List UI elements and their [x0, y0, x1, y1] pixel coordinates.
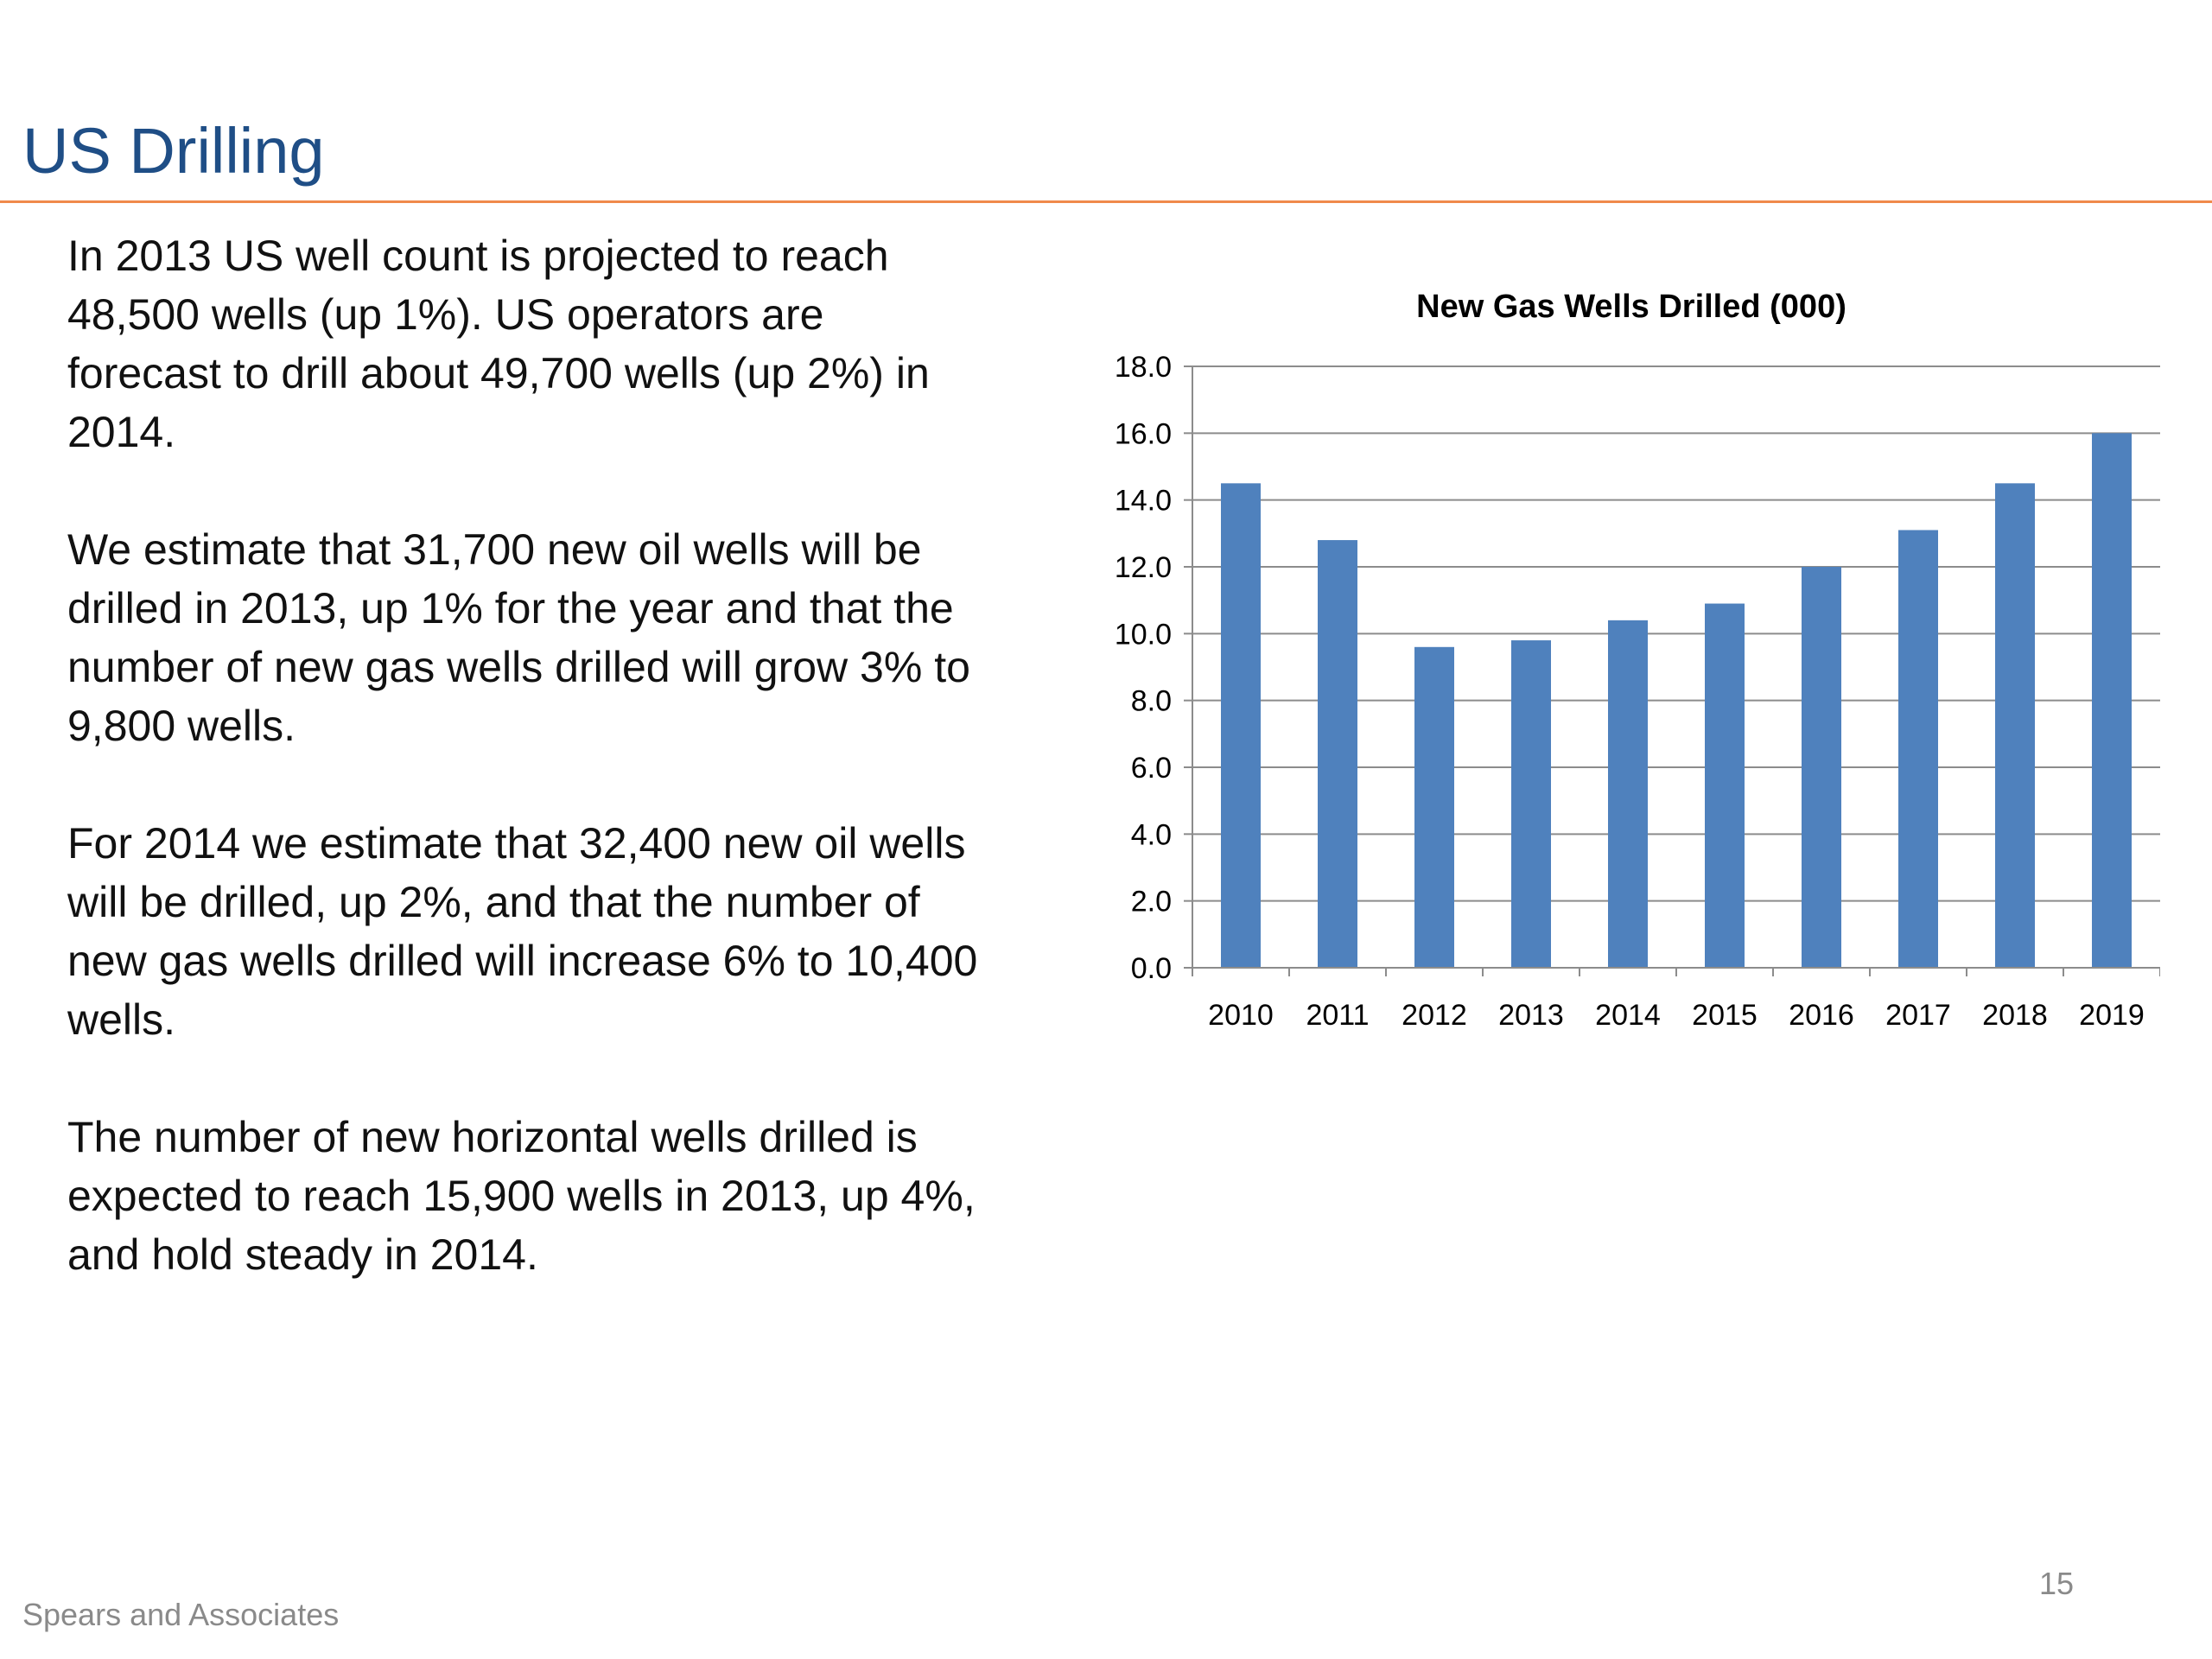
gas-wells-chart: New Gas Wells Drilled (000) 0.0 2.0 4.0 6.0… [1037, 259, 2160, 1071]
bar-2018 [1995, 483, 2035, 968]
x-tick-label: 2013 [1498, 999, 1564, 1032]
body-text: In 2013 US well count is projected to re… [67, 226, 983, 1343]
bar-2019 [2092, 433, 2132, 968]
bar-2010 [1221, 483, 1261, 968]
page-number: 15 [2039, 1566, 2075, 1601]
y-tick-label: 16.0 [1115, 417, 1172, 450]
axes [1192, 366, 2160, 976]
y-tick-label: 2.0 [1131, 886, 1172, 918]
bar-2012 [1414, 646, 1454, 968]
x-tick-labels: 2010 2011 2012 2013 2014 2015 2016 2017 2018 2019 [1208, 999, 2145, 1032]
x-tick-label: 2017 [1885, 999, 1951, 1032]
chart-svg: New Gas Wells Drilled (000) 0.0 2.0 4.0 6.0… [1115, 289, 2160, 1032]
footer-organization: Spears and Associates [22, 1597, 340, 1632]
bar-2013 [1511, 640, 1551, 968]
y-tick-label: 18.0 [1115, 351, 1172, 384]
bars [1221, 433, 2132, 968]
paragraph-2013-estimate: We estimate that 31,700 new oil wells wi… [67, 525, 970, 750]
x-tick-label: 2015 [1692, 999, 1758, 1032]
bar-2015 [1705, 603, 1745, 968]
paragraph-horizontal-wells: The number of new horizontal wells drill… [67, 1113, 976, 1279]
y-tick-label: 8.0 [1131, 685, 1172, 718]
x-tick-label: 2011 [1306, 999, 1369, 1032]
paragraph-2014-estimate: For 2014 we estimate that 32,400 new oil… [67, 819, 978, 1044]
x-tick-label: 2019 [2079, 999, 2145, 1032]
x-tick-label: 2018 [1982, 999, 2048, 1032]
slide-title: US Drilling [22, 115, 325, 187]
y-tick-label: 6.0 [1131, 752, 1172, 785]
y-tick-label: 14.0 [1115, 485, 1172, 518]
y-tick-label: 10.0 [1115, 618, 1172, 651]
y-tick-label: 4.0 [1131, 818, 1172, 851]
x-tick-label: 2010 [1208, 999, 1274, 1032]
bar-2017 [1898, 530, 1938, 968]
y-tick-labels: 0.0 2.0 4.0 6.0 8.0 10.0 12.0 14.0 16.0 18.0 [1115, 351, 1172, 985]
bar-2011 [1318, 540, 1357, 968]
bar-2016 [1802, 567, 1841, 968]
title-divider [0, 200, 2212, 203]
x-tick-label: 2012 [1402, 999, 1467, 1032]
x-tick-label: 2016 [1789, 999, 1854, 1032]
x-tick-label: 2014 [1595, 999, 1661, 1032]
y-tick-label: 0.0 [1131, 952, 1172, 985]
paragraph-well-count: In 2013 US well count is projected to re… [67, 232, 930, 456]
chart-title: New Gas Wells Drilled (000) [1416, 289, 1847, 325]
y-tick-label: 12.0 [1115, 551, 1172, 584]
bar-2014 [1608, 620, 1648, 968]
